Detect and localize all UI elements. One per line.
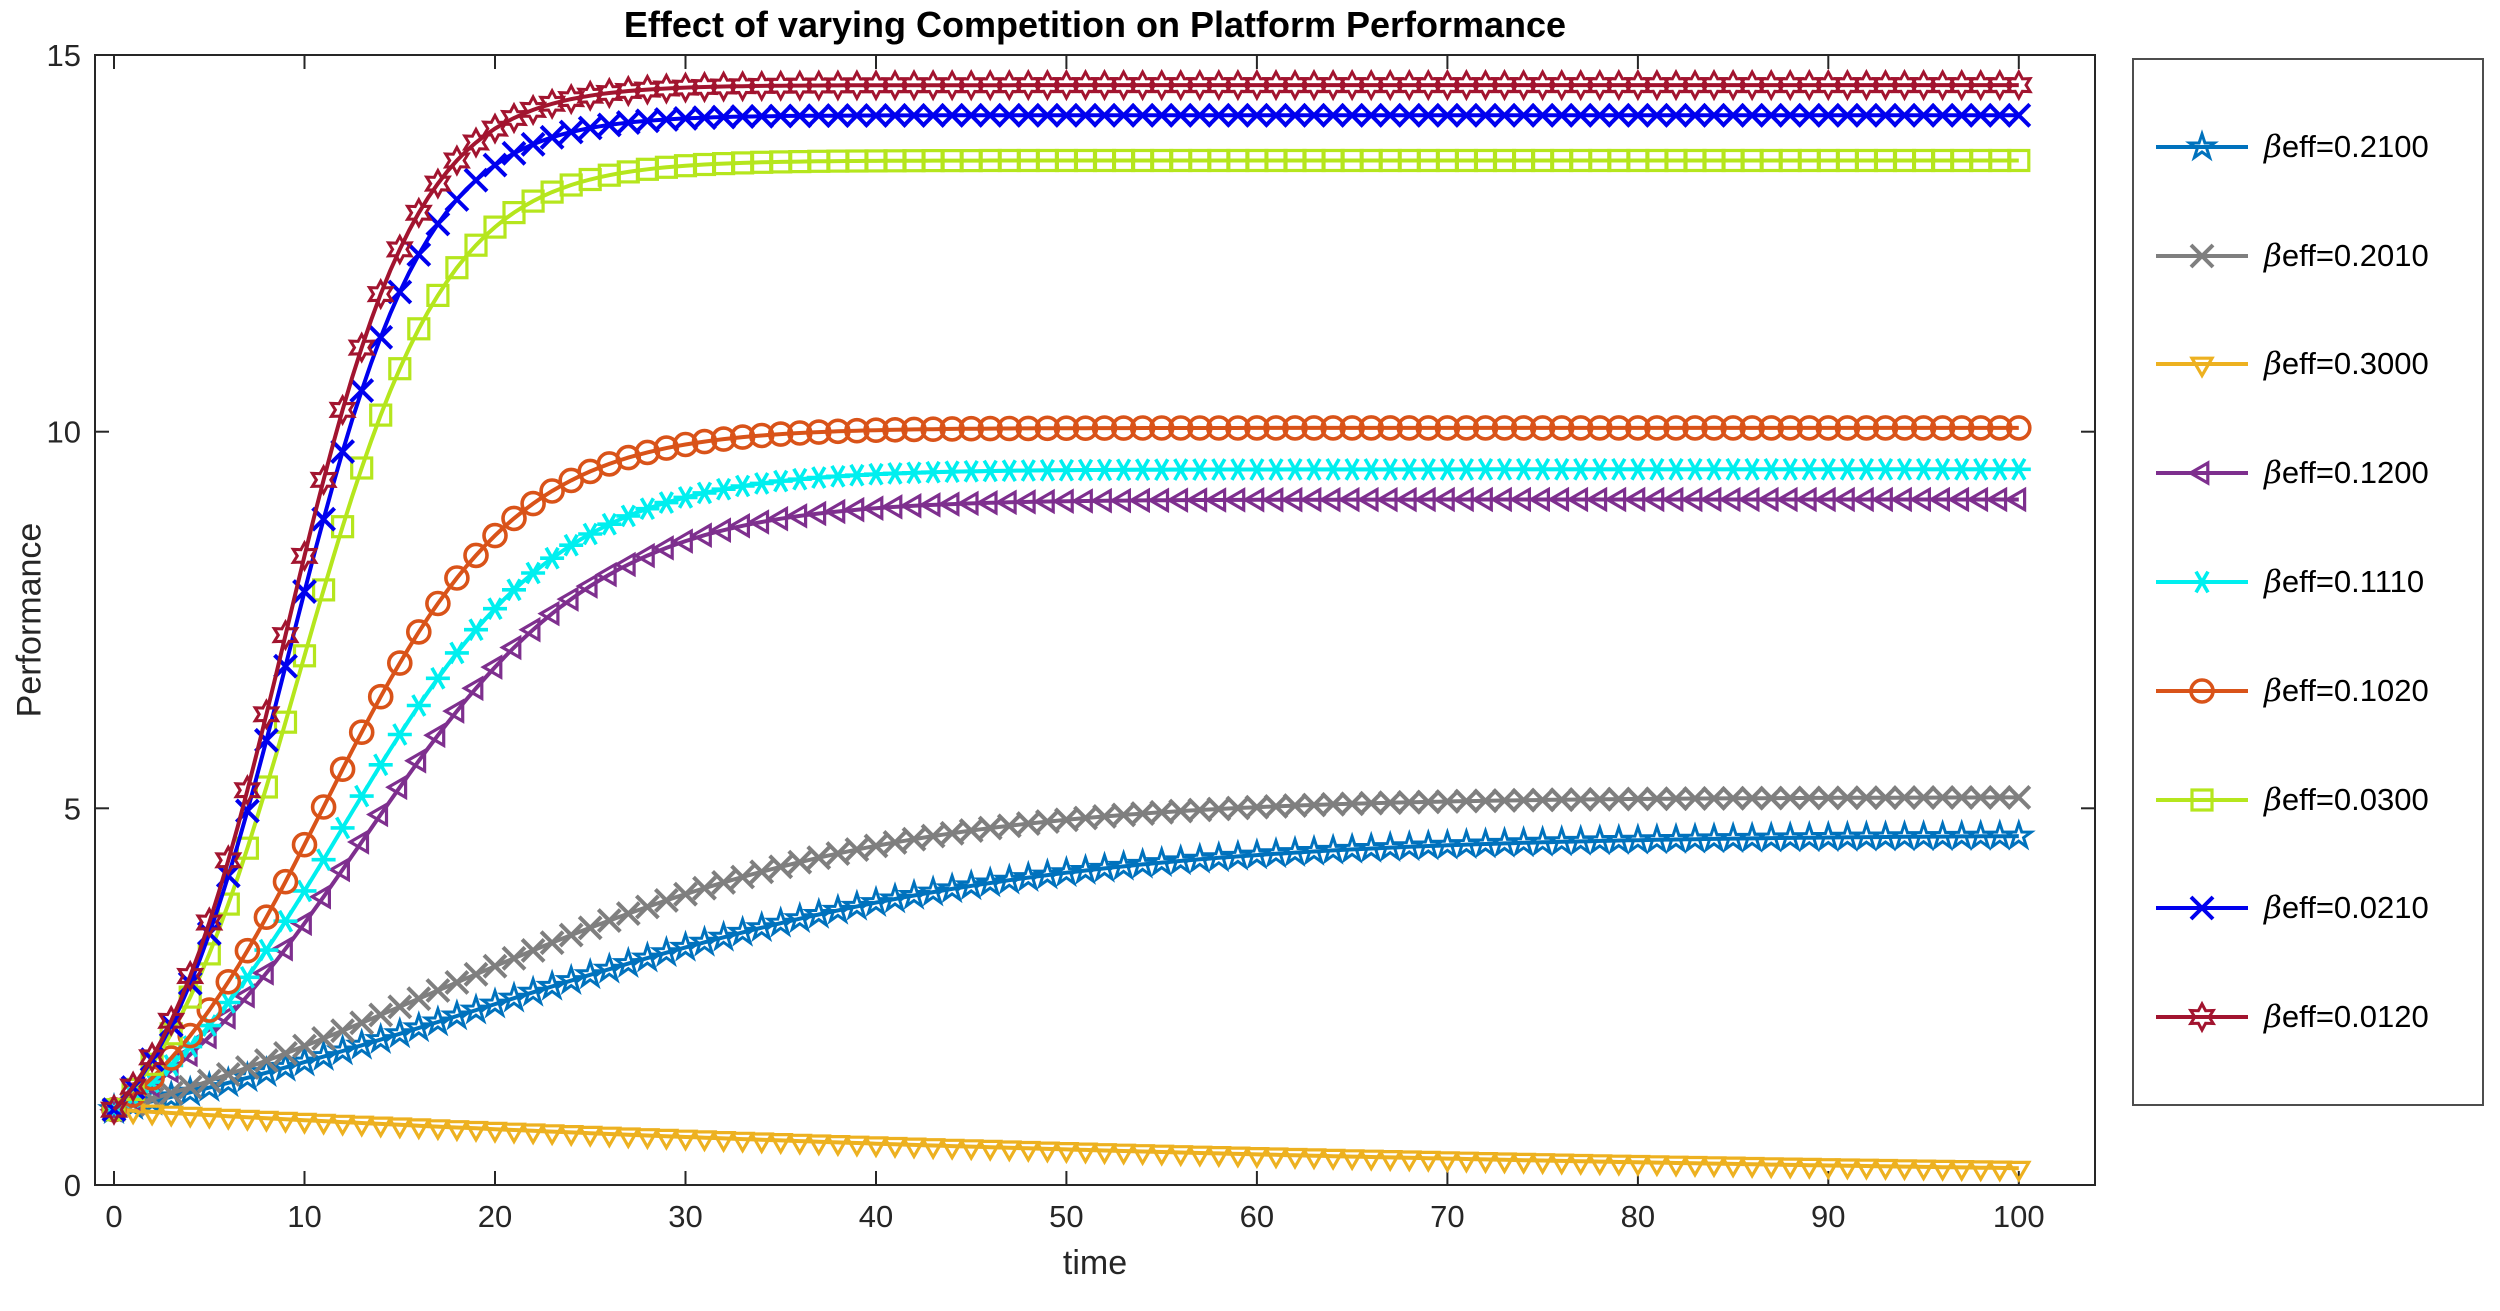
x-tick-label: 70 bbox=[1430, 1199, 1464, 1234]
x-tick-label: 0 bbox=[105, 1199, 122, 1234]
legend-sample-icon bbox=[2156, 356, 2248, 380]
x-tick-label: 40 bbox=[859, 1199, 893, 1234]
legend-label: βeff=0.2100 bbox=[2264, 128, 2429, 165]
x-tick-label: 60 bbox=[1240, 1199, 1274, 1234]
legend-label: βeff=0.1110 bbox=[2264, 563, 2425, 600]
legend-label: βeff=0.2010 bbox=[2264, 237, 2429, 274]
series-markers-8 bbox=[101, 70, 2032, 1125]
y-axis-label: Performance bbox=[10, 522, 49, 718]
x-tick-label: 50 bbox=[1049, 1199, 1083, 1234]
legend-item: βeff=0.1020 bbox=[2154, 669, 2482, 713]
series-markers-2 bbox=[102, 1102, 2031, 1182]
legend-label: βeff=0.0300 bbox=[2264, 781, 2429, 818]
x-tick-label: 10 bbox=[287, 1199, 321, 1234]
y-tick-label: 0 bbox=[64, 1168, 81, 1203]
y-tick-label: 10 bbox=[47, 415, 81, 450]
series-markers-6 bbox=[102, 148, 2031, 1122]
legend-item: βeff=0.2100 bbox=[2154, 125, 2482, 169]
legend-label: βeff=0.0120 bbox=[2264, 999, 2429, 1036]
legend-item: βeff=0.0300 bbox=[2154, 778, 2482, 822]
legend-label: βeff=0.3000 bbox=[2264, 346, 2429, 383]
legend-item: βeff=0.3000 bbox=[2154, 342, 2482, 386]
x-tick-label: 20 bbox=[478, 1199, 512, 1234]
legend-sample-icon bbox=[2156, 128, 2248, 162]
legend-item: βeff=0.0120 bbox=[2154, 995, 2482, 1039]
series-line-6 bbox=[112, 158, 2019, 1112]
chart-title: Effect of varying Competition on Platfor… bbox=[623, 4, 1567, 45]
legend-label: βeff=0.1020 bbox=[2264, 672, 2429, 709]
series-markers-0 bbox=[100, 821, 2033, 1122]
legend-item: βeff=0.1110 bbox=[2154, 560, 2482, 604]
legend: βeff=0.2100 βeff=0.2010 βeff=0.3000 βeff=0.… bbox=[2132, 58, 2484, 1106]
x-tick-label: 80 bbox=[1621, 1199, 1655, 1234]
legend-sample-icon bbox=[2156, 1000, 2248, 1034]
legend-label: βeff=0.1200 bbox=[2264, 455, 2429, 492]
legend-item: βeff=0.2010 bbox=[2154, 234, 2482, 278]
x-axis-label: time bbox=[1062, 1244, 1128, 1282]
legend-item: βeff=0.0210 bbox=[2154, 886, 2482, 930]
legend-sample-icon bbox=[2156, 677, 2248, 704]
legend-sample-icon bbox=[2156, 570, 2248, 594]
y-tick-label: 15 bbox=[47, 38, 81, 73]
legend-sample-icon bbox=[2156, 787, 2248, 812]
legend-sample-icon bbox=[2156, 460, 2248, 486]
x-tick-label: 100 bbox=[1993, 1199, 2045, 1234]
x-tick-label: 90 bbox=[1811, 1199, 1845, 1234]
y-tick-label: 5 bbox=[64, 791, 81, 826]
legend-sample-icon bbox=[2156, 895, 2248, 921]
axes-box bbox=[94, 54, 2096, 1186]
legend-item: βeff=0.1200 bbox=[2154, 451, 2482, 495]
legend-label: βeff=0.0210 bbox=[2264, 890, 2429, 927]
legend-sample-icon bbox=[2156, 243, 2248, 269]
x-tick-label: 30 bbox=[668, 1199, 702, 1234]
